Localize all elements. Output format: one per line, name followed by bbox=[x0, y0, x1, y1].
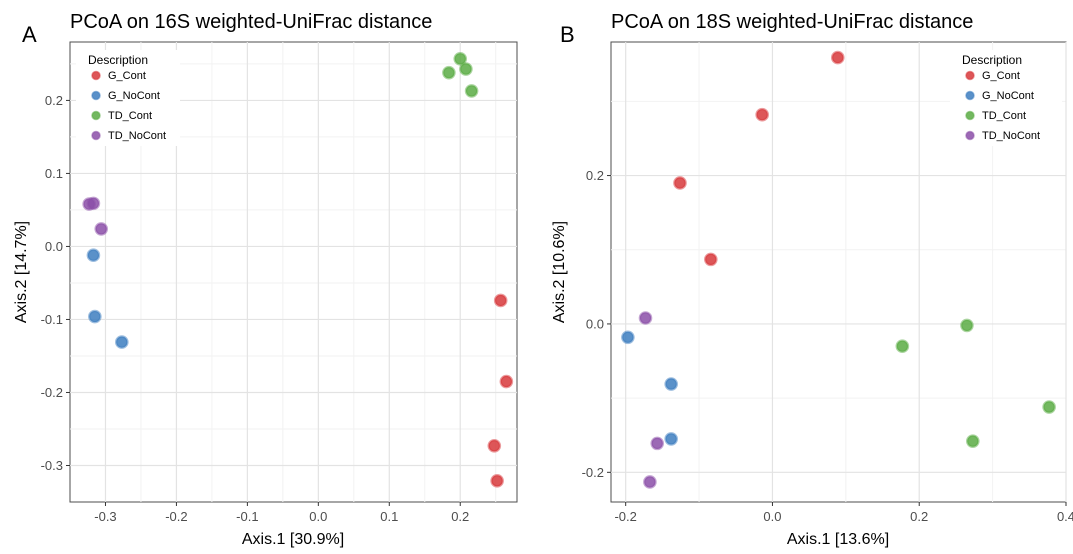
legend-marker bbox=[91, 90, 101, 101]
y-tick-label: 0.0 bbox=[586, 316, 604, 331]
legend-label: G_Cont bbox=[108, 70, 146, 82]
data-point-td-nocont bbox=[650, 436, 665, 451]
data-point-td-nocont bbox=[94, 222, 109, 236]
legend-items: G_Cont G_NoCont TD_Cont TD_NoCont bbox=[965, 70, 1040, 142]
data-point-g-cont bbox=[490, 474, 504, 488]
legend-label: TD_Cont bbox=[982, 110, 1026, 122]
legend-label: G_NoCont bbox=[982, 90, 1034, 102]
data-point-g-cont bbox=[830, 50, 845, 65]
legend-items: G_Cont G_NoCont TD_Cont TD_NoCont bbox=[91, 70, 166, 142]
data-point-td-cont bbox=[965, 434, 980, 448]
x-axis-label: Axis.1 [13.6%] bbox=[787, 531, 889, 548]
data-point-td-cont bbox=[895, 339, 910, 353]
x-tick-label: 0.4 bbox=[1057, 509, 1073, 524]
panel-letter: A bbox=[22, 22, 37, 47]
legend-title: Description bbox=[962, 53, 1022, 67]
tick-labels: -0.2 0.0 0.2 0.4 -0.2 0.0 0.2 bbox=[582, 168, 1073, 524]
legend-marker bbox=[91, 110, 101, 121]
panel-b: B PCoA on 18S weighted-UniFrac distance … bbox=[551, 11, 1073, 548]
legend-label: G_NoCont bbox=[108, 90, 160, 102]
legend-marker bbox=[965, 90, 975, 101]
y-tick-label: 0.0 bbox=[45, 239, 63, 254]
data-point-td-cont bbox=[442, 65, 456, 80]
y-tick-label: 0.1 bbox=[45, 166, 63, 181]
data-point-g-nocont bbox=[621, 330, 635, 345]
x-tick-label: -0.2 bbox=[614, 509, 636, 524]
legend-label: TD_Cont bbox=[108, 110, 152, 122]
legend-marker bbox=[91, 130, 101, 141]
x-tick-label: -0.3 bbox=[94, 509, 116, 524]
grid-lines bbox=[611, 42, 1067, 502]
chart-title: PCoA on 16S weighted-UniFrac distance bbox=[70, 11, 432, 33]
data-point-td-cont bbox=[464, 84, 479, 98]
data-point-g-cont bbox=[673, 176, 687, 190]
data-point-g-cont bbox=[487, 438, 502, 453]
data-point-g-nocont bbox=[86, 248, 101, 263]
y-tick-label: 0.2 bbox=[45, 93, 63, 108]
panel-a: A PCoA on 16S weighted-UniFrac distance … bbox=[13, 11, 518, 548]
chart-title: PCoA on 18S weighted-UniFrac distance bbox=[611, 11, 973, 33]
x-tick-label: 0.2 bbox=[451, 509, 469, 524]
legend-marker bbox=[965, 110, 975, 121]
data-point-td-nocont bbox=[638, 311, 653, 325]
panel-letter: B bbox=[560, 22, 575, 47]
data-point-td-cont bbox=[459, 62, 473, 76]
data-point-g-cont bbox=[755, 107, 769, 122]
legend: Description G_Cont G_NoCont TD_Cont TD_NoCo… bbox=[950, 50, 1062, 146]
y-axis-label: Axis.2 [10.6%] bbox=[551, 221, 568, 323]
legend: Description G_Cont G_NoCont TD_Cont TD_NoCo… bbox=[76, 50, 180, 146]
data-point-g-cont bbox=[499, 374, 514, 389]
x-tick-label: 0.1 bbox=[380, 509, 398, 524]
y-axis-label: Axis.2 [14.7%] bbox=[13, 221, 30, 323]
legend-label: G_Cont bbox=[982, 70, 1020, 82]
data-point-g-nocont bbox=[114, 335, 129, 349]
legend-marker bbox=[965, 130, 975, 141]
data-points bbox=[621, 50, 1056, 489]
y-tick-label: -0.1 bbox=[41, 312, 63, 327]
legend-marker bbox=[965, 70, 975, 81]
data-points bbox=[82, 51, 514, 488]
data-point-g-cont bbox=[493, 293, 508, 308]
x-tick-label: -0.2 bbox=[165, 509, 187, 524]
y-tick-label: -0.2 bbox=[582, 465, 604, 480]
data-point-td-cont bbox=[1042, 400, 1056, 414]
data-point-g-nocont bbox=[664, 432, 678, 446]
y-tick-label: -0.2 bbox=[41, 385, 63, 400]
y-tick-label: 0.2 bbox=[586, 168, 604, 183]
legend-marker bbox=[91, 70, 101, 81]
data-point-td-nocont bbox=[86, 196, 101, 211]
data-point-g-cont bbox=[704, 252, 718, 267]
y-tick-label: -0.3 bbox=[41, 458, 63, 473]
x-tick-label: -0.1 bbox=[236, 509, 258, 524]
x-tick-label: 0.0 bbox=[763, 509, 781, 524]
legend-label: TD_NoCont bbox=[982, 130, 1040, 142]
legend-title: Description bbox=[88, 53, 148, 67]
data-point-g-nocont bbox=[664, 377, 678, 391]
data-point-g-nocont bbox=[88, 309, 102, 324]
data-point-td-nocont bbox=[643, 475, 657, 489]
x-tick-label: 0.0 bbox=[309, 509, 327, 524]
tick-labels: -0.3 -0.2 -0.1 0.0 0.1 0.2 -0.3 -0.2 -0.1 0.0 0.1 0… bbox=[41, 93, 470, 524]
data-point-td-cont bbox=[960, 318, 974, 333]
x-tick-label: 0.2 bbox=[910, 509, 928, 524]
x-axis-label: Axis.1 [30.9%] bbox=[242, 531, 344, 548]
data-point-td-cont bbox=[453, 51, 468, 66]
legend-label: TD_NoCont bbox=[108, 130, 166, 142]
